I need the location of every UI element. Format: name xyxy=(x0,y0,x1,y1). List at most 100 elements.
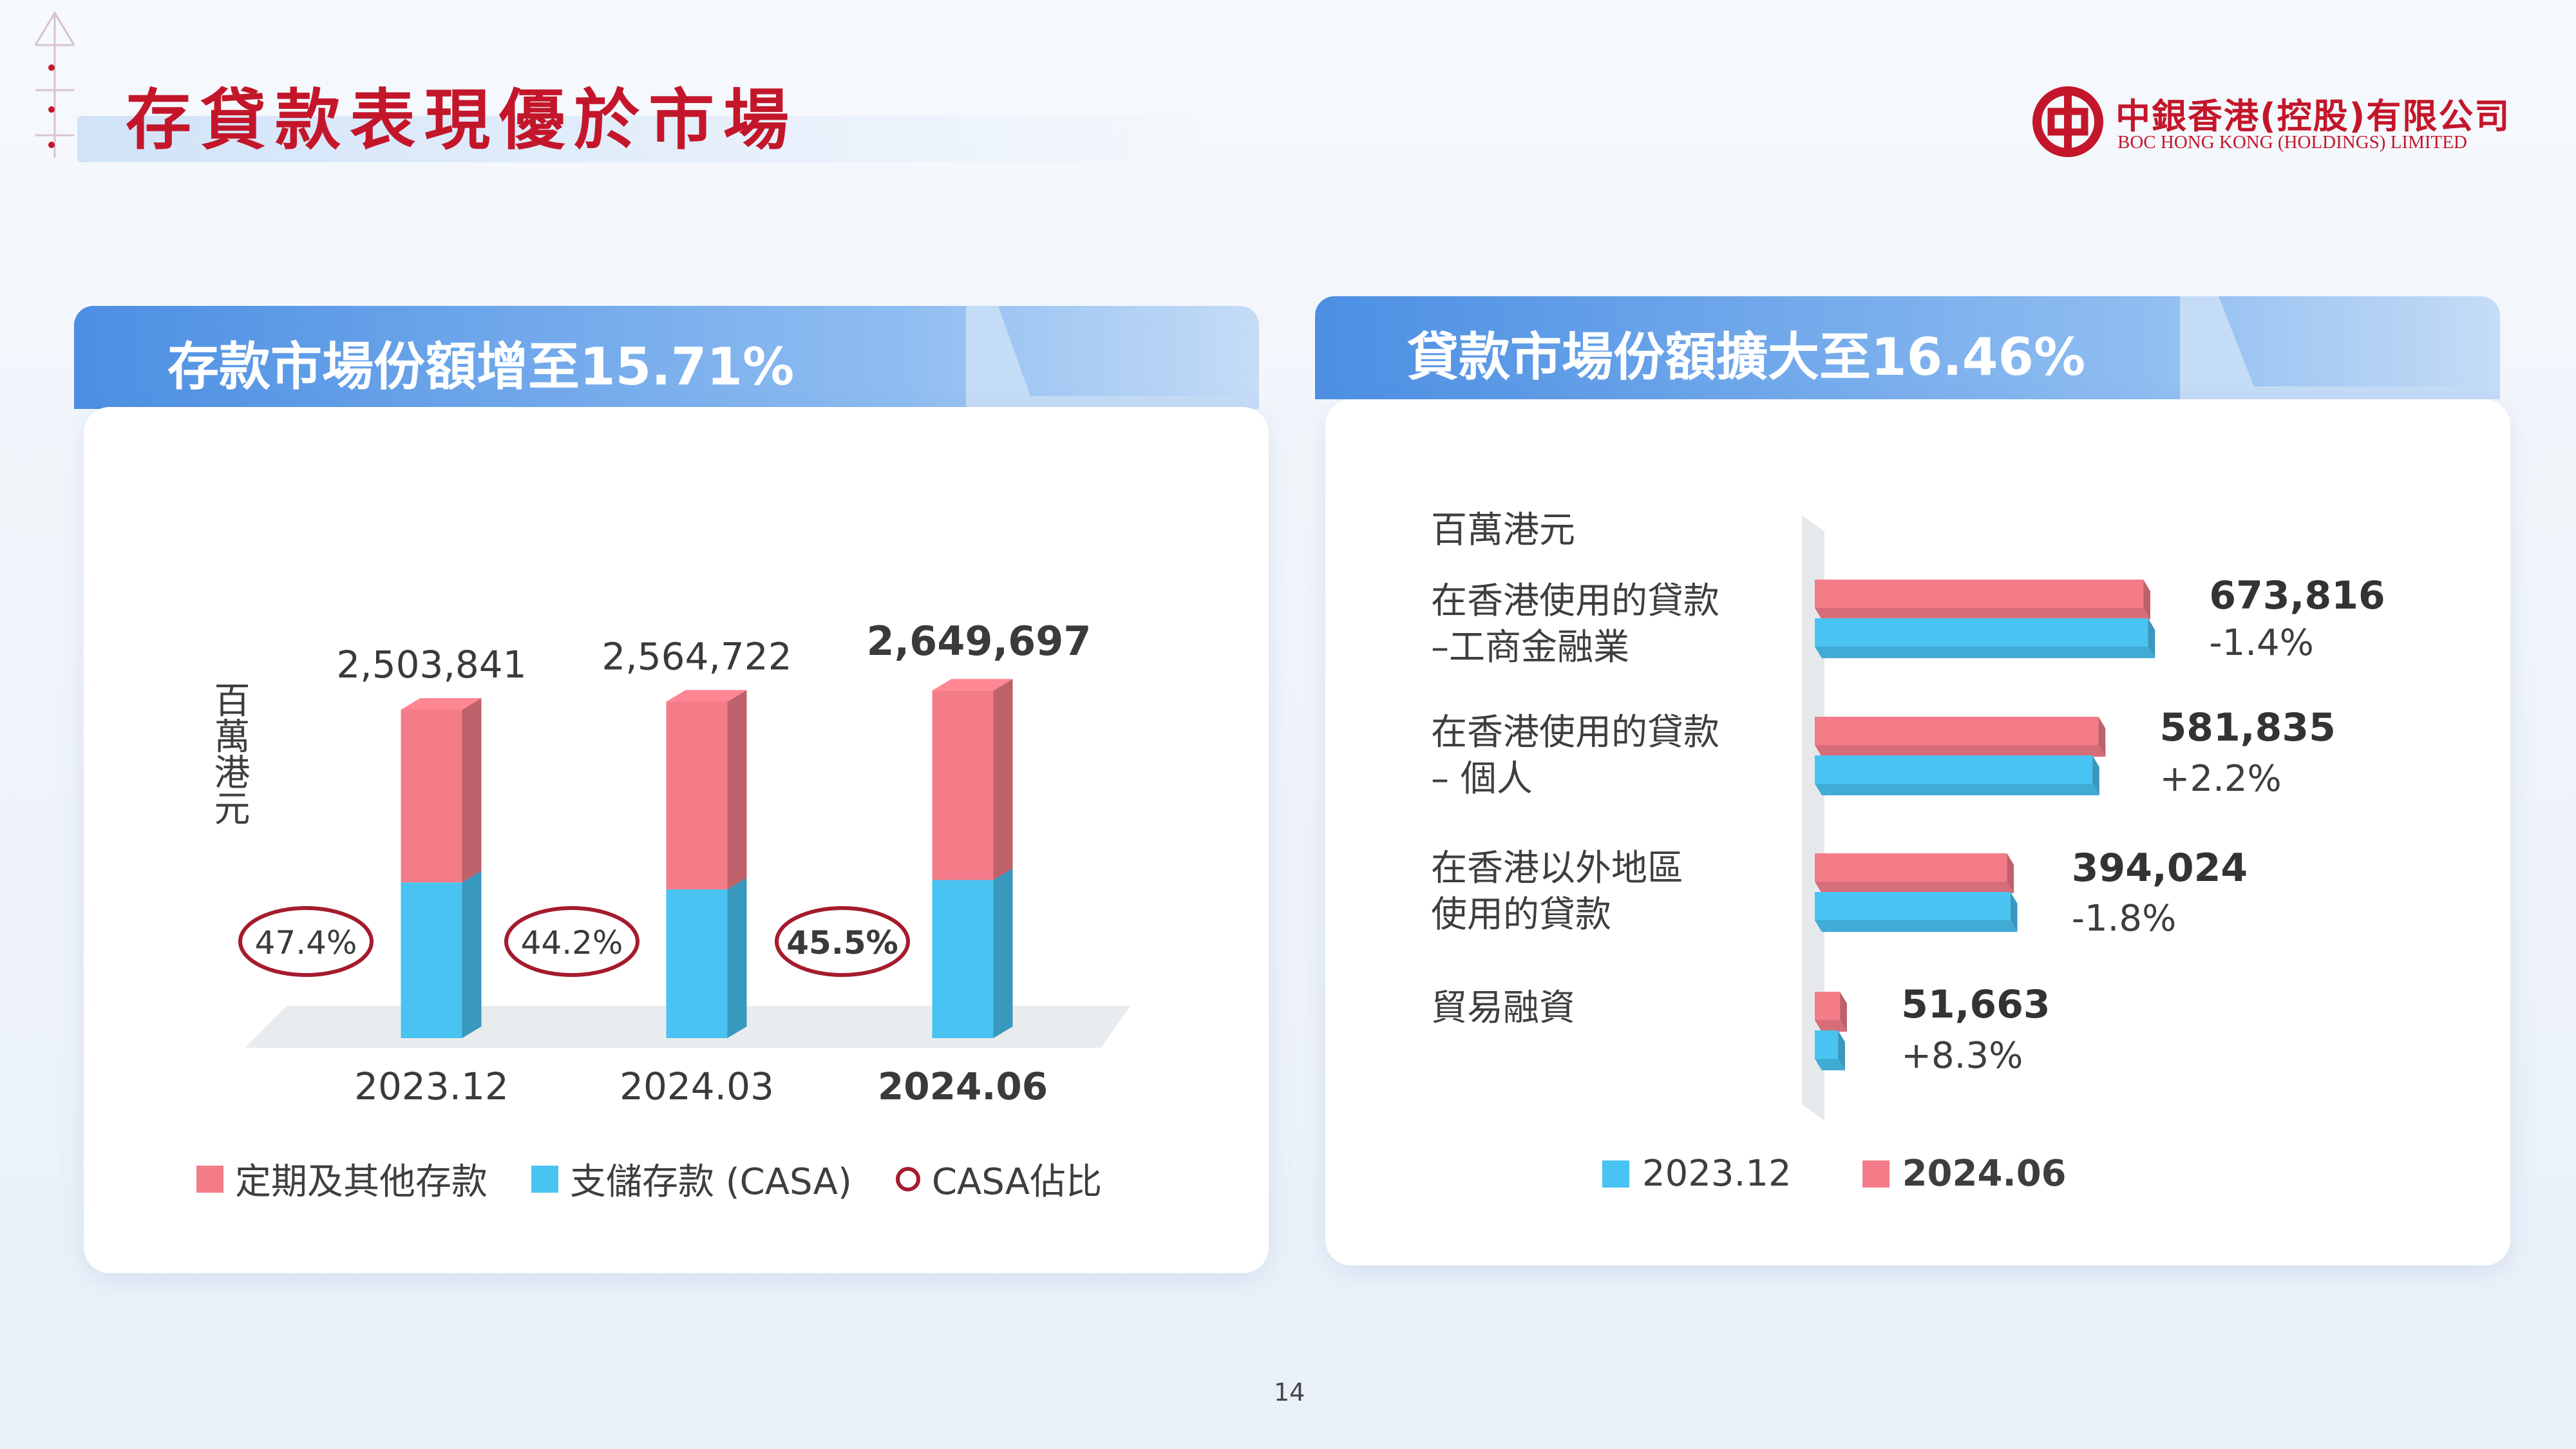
loan-bar-side xyxy=(2148,618,2155,658)
loan-chart: 673,816-1.4% 581,835 +2.2% 394,024 -1.8% 51,6… xyxy=(1802,515,2385,1121)
loan-panel xyxy=(1325,399,2510,1265)
bar-segment xyxy=(401,882,462,1038)
bar-total-label: 2,649,697 xyxy=(866,618,1091,665)
bar-top xyxy=(932,679,1013,691)
loan-bar-bottom xyxy=(1815,882,2014,893)
page-number: 14 xyxy=(1274,1378,1305,1406)
loan-category-line: 貿易融資 xyxy=(1431,987,1575,1029)
deposit-panel-tab xyxy=(74,306,1259,409)
bar-segment xyxy=(401,709,462,883)
loan-bar-side xyxy=(1840,992,1847,1032)
legend-swatch-casa xyxy=(531,1165,558,1193)
bar-segment-side xyxy=(462,871,482,1038)
page-title: 存貸款表現優於市場 xyxy=(126,82,798,159)
loan-bar-bottom xyxy=(1815,745,2106,757)
x-tick-label: 2024.03 xyxy=(620,1065,774,1108)
bar-segment-side xyxy=(462,697,482,883)
loan-bar-bottom xyxy=(1815,608,2150,620)
logo-english-name: BOC HONG KONG (HOLDINGS) LIMITED xyxy=(2117,132,2467,153)
bar-segment-side xyxy=(993,679,1013,880)
loan-category-label: 在香港使用的貸款 – 個人 xyxy=(1431,710,1719,802)
casa-ratio-circle xyxy=(504,906,639,977)
loan-bar-side xyxy=(2098,717,2106,757)
loan-value-label: 51,663 xyxy=(1901,982,2050,1027)
loan-category-label: 在香港以外地區 使用的貸款 xyxy=(1431,846,1683,938)
loan-tab-shape xyxy=(2180,296,2499,399)
bar-segment xyxy=(932,880,994,1038)
loan-category-line: 在香港使用的貸款 xyxy=(1431,712,1719,753)
loan-category-line: 使用的貸款 xyxy=(1431,894,1611,936)
logo-chinese-name: 中銀香港(控股)有限公司 xyxy=(2116,96,2511,137)
bar-total-label: 2,503,841 xyxy=(336,643,526,687)
boc-logo-icon xyxy=(2032,86,2103,157)
loan-panel-tab xyxy=(1315,296,2500,399)
x-tick-label: 2024.06 xyxy=(878,1065,1048,1108)
loan-category-label: 在香港使用的貸款 –工商金融業 xyxy=(1431,578,1719,671)
bar-segment xyxy=(932,690,994,880)
deposit-tab-shape xyxy=(966,306,1259,409)
loan-bar-bottom xyxy=(1815,784,2099,795)
loan-bar-side xyxy=(2010,892,2018,932)
loan-bar xyxy=(1815,892,2011,920)
bar-top xyxy=(666,690,747,702)
legend-label-2023: 2023.12 xyxy=(1642,1153,1792,1195)
loan-category-line: –工商金融業 xyxy=(1431,627,1629,668)
corner-decoration xyxy=(34,11,75,158)
loan-bar xyxy=(1815,580,2144,608)
loan-bar xyxy=(1815,717,2099,745)
casa-ratio-circle xyxy=(238,906,374,977)
deposit-chart: 2,503,841 2023.12 47.4% 2,564,722 2024.03 44.… xyxy=(238,618,1130,1108)
loan-bar-bottom xyxy=(1815,1020,1847,1032)
loan-category-line: 在香港以外地區 xyxy=(1431,848,1683,889)
loan-category-line: 在香港使用的貸款 xyxy=(1431,580,1719,622)
legend-swatch-2023 xyxy=(1602,1160,1629,1188)
loan-change-label: -1.4% xyxy=(2209,622,2313,664)
deposit-legend: 定期及其他存款 支儲存款 (CASA) CASA佔比 xyxy=(196,1153,1102,1205)
deposit-ylabel: 百萬港元 xyxy=(206,681,250,837)
bar-segment-side xyxy=(727,690,747,890)
legend-label-2024: 2024.06 xyxy=(1902,1153,2067,1195)
legend-swatch-term xyxy=(196,1165,223,1193)
legend-swatch-2024 xyxy=(1862,1160,1889,1188)
deposit-ylabel-text: 百萬港元 xyxy=(208,681,250,826)
loan-bar-side xyxy=(2092,755,2099,795)
bar-segment xyxy=(666,889,728,1038)
loan-category-line: – 個人 xyxy=(1431,758,1533,800)
casa-ratio-circle xyxy=(775,906,910,977)
loan-category-label: 貿易融資 xyxy=(1431,985,1575,1032)
loan-bar-bottom xyxy=(1815,920,2018,932)
casa-ratio-label: 44.2% xyxy=(521,924,623,961)
x-tick-label: 2023.12 xyxy=(354,1065,509,1108)
legend-circle-icon xyxy=(895,1166,920,1191)
loan-unit-label: 百萬港元 xyxy=(1431,509,1575,551)
loan-change-label: +8.3% xyxy=(1901,1035,2023,1077)
loan-bar-side xyxy=(2143,580,2150,620)
loan-bar-bottom xyxy=(1815,1059,1845,1070)
bar-segment xyxy=(666,701,728,890)
bar-segment-side xyxy=(727,878,747,1038)
title-band xyxy=(77,116,1204,162)
bar-total-label: 2,564,722 xyxy=(601,635,791,679)
loan-bar xyxy=(1815,1030,1839,1059)
loan-value-label: 581,835 xyxy=(2160,705,2336,750)
loan-value-label: 673,816 xyxy=(2209,573,2385,618)
loan-bar-bottom xyxy=(1815,647,2155,658)
loan-bar-side xyxy=(1838,1030,1845,1070)
loan-panel-title: 貸款市場份額擴大至16.46% xyxy=(1407,327,2086,387)
casa-ratio-label: 47.4% xyxy=(255,924,357,961)
loan-legend: 2023.12 2024.06 xyxy=(1602,1153,2067,1195)
casa-ratio-label: 45.5% xyxy=(786,924,898,961)
legend-label-term: 定期及其他存款 xyxy=(235,1161,488,1203)
loan-bar xyxy=(1815,755,2093,784)
bar-segment-side xyxy=(993,868,1013,1038)
loan-bar xyxy=(1815,853,2007,882)
deposit-panel-title: 存款市場份額增至15.71% xyxy=(167,337,795,397)
loan-bar xyxy=(1815,992,1841,1020)
legend-label-casa: 支儲存款 (CASA) xyxy=(570,1161,852,1203)
loan-change-label: +2.2% xyxy=(2160,758,2282,800)
loan-value-label: 394,024 xyxy=(2072,846,2248,891)
loan-change-label: -1.8% xyxy=(2072,898,2176,940)
loan-bar xyxy=(1815,618,2148,647)
legend-label-ratio: CASA佔比 xyxy=(931,1161,1103,1203)
loan-bar-side xyxy=(2007,853,2014,893)
